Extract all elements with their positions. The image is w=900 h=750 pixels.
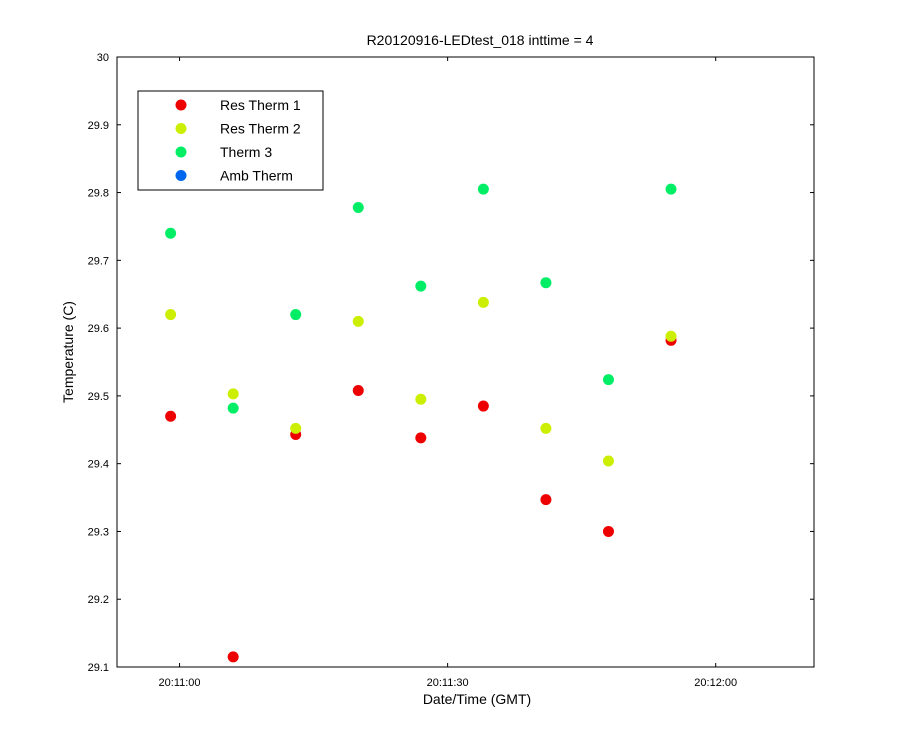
y-tick-label: 29.3 bbox=[88, 526, 109, 538]
point-res-therm-1 bbox=[165, 410, 177, 422]
point-res-therm-1 bbox=[602, 525, 614, 537]
point-res-therm-2 bbox=[352, 315, 364, 327]
y-tick-label: 29.1 bbox=[88, 662, 109, 674]
y-tick-label: 29.9 bbox=[88, 120, 109, 132]
legend-label-amb-therm: Amb Therm bbox=[220, 168, 293, 184]
point-res-therm-2 bbox=[540, 422, 552, 434]
point-therm-3 bbox=[415, 280, 427, 292]
point-therm-3 bbox=[227, 402, 239, 414]
legend: Res Therm 1 Res Therm 2 Therm 3 Amb Therm bbox=[137, 90, 324, 191]
legend-label-therm-3: Therm 3 bbox=[220, 144, 272, 160]
legend-marker-res-therm-2 bbox=[175, 123, 187, 134]
point-res-therm-1 bbox=[540, 494, 552, 506]
point-res-therm-2 bbox=[415, 393, 427, 405]
x-tick-label: 20:11:00 bbox=[159, 677, 201, 689]
point-res-therm-2 bbox=[165, 309, 177, 321]
point-therm-3 bbox=[602, 374, 614, 386]
axis-ticks: 29.1 29.2 29.3 29.4 29.5 29.6 29.7 29.8 29.9 30 20… bbox=[88, 52, 814, 689]
point-res-therm-1 bbox=[352, 384, 364, 396]
point-res-therm-2 bbox=[602, 455, 614, 467]
y-tick-label: 29.6 bbox=[88, 323, 109, 335]
point-res-therm-1 bbox=[227, 651, 239, 663]
legend-marker-amb-therm bbox=[175, 170, 187, 181]
x-tick-label: 20:12:00 bbox=[694, 677, 737, 689]
point-therm-3 bbox=[290, 309, 302, 321]
point-therm-3 bbox=[477, 183, 489, 195]
point-res-therm-2 bbox=[665, 330, 677, 342]
y-tick-label: 29.5 bbox=[88, 391, 109, 403]
point-res-therm-2 bbox=[477, 296, 489, 308]
legend-label-res-therm-1: Res Therm 1 bbox=[220, 97, 301, 113]
y-tick-label: 29.7 bbox=[88, 255, 109, 267]
point-res-therm-1 bbox=[477, 400, 489, 412]
point-therm-3 bbox=[165, 227, 177, 239]
legend-marker-therm-3 bbox=[175, 146, 187, 158]
point-therm-3 bbox=[540, 277, 552, 289]
y-axis-label: Temperature (C) bbox=[60, 301, 76, 403]
y-tick-label: 30 bbox=[97, 52, 109, 64]
x-tick-label: 20:11:30 bbox=[427, 677, 469, 689]
legend-marker-res-therm-1 bbox=[175, 99, 187, 111]
legend-box bbox=[137, 90, 324, 191]
chart-title: R20120916-LEDtest_018 inttime = 4 bbox=[367, 32, 594, 48]
point-therm-3 bbox=[665, 183, 677, 195]
point-res-therm-2 bbox=[227, 388, 239, 400]
legend-label-res-therm-2: Res Therm 2 bbox=[220, 121, 301, 137]
point-res-therm-2 bbox=[290, 422, 302, 434]
point-res-therm-1 bbox=[415, 432, 427, 444]
y-tick-label: 29.4 bbox=[88, 459, 109, 471]
data-points bbox=[165, 183, 677, 663]
y-tick-label: 29.2 bbox=[88, 594, 109, 606]
point-therm-3 bbox=[352, 201, 364, 213]
y-tick-label: 29.8 bbox=[88, 188, 109, 200]
x-axis-label: Date/Time (GMT) bbox=[423, 691, 531, 707]
